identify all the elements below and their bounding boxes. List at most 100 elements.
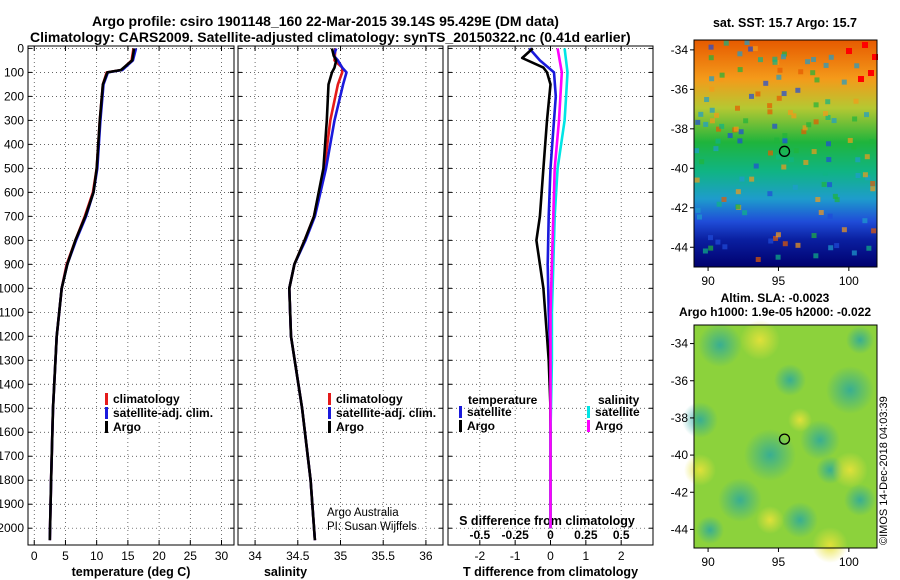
y-tick-label: 1200 <box>0 329 24 343</box>
map-frame <box>693 324 878 549</box>
series-line-t-argo <box>520 47 552 529</box>
sst-pixel <box>755 91 761 97</box>
map-y-tick-label: -38 <box>671 122 689 136</box>
top-tick-label: 0.5 <box>613 528 630 542</box>
sla-eddy <box>744 429 796 481</box>
sst-pixel <box>694 177 700 183</box>
y-tick-label: 400 <box>4 137 24 151</box>
map-y-tick-label: -36 <box>671 374 689 388</box>
sst-pixel <box>702 248 708 254</box>
y-tick-label: 500 <box>4 161 24 175</box>
sst-pixel <box>719 123 725 129</box>
sst-pixel <box>714 112 720 118</box>
legend-swatch <box>328 421 331 433</box>
sst-pixel <box>814 77 820 83</box>
sst-pixel <box>708 245 714 251</box>
legend-swatch <box>328 407 331 419</box>
legend-swatch <box>459 406 462 418</box>
y-tick-label: 300 <box>4 113 24 127</box>
sst-pixel <box>734 105 740 111</box>
sla-eddy <box>800 420 840 460</box>
y-tick-label: 2000 <box>0 521 24 535</box>
panel-frame <box>27 45 235 546</box>
credit-org: Argo Australia <box>327 507 399 519</box>
sst-pixel-hot <box>862 42 868 48</box>
top-tick-label: 0 <box>547 528 554 542</box>
sst-pixel <box>827 182 833 188</box>
map-y-tick-label: -42 <box>671 485 689 499</box>
legend-swatch <box>105 421 108 433</box>
sst-pixel <box>791 113 797 119</box>
sst-pixel <box>737 138 743 144</box>
sst-pixel <box>768 238 774 244</box>
y-tick-label: 1800 <box>0 473 24 487</box>
sst-pixel <box>871 228 877 234</box>
legend-swatch <box>105 393 108 405</box>
sst-pixel <box>788 157 794 163</box>
sst-pixel <box>787 109 793 115</box>
sst-pixel <box>772 56 778 62</box>
sst-pixel <box>822 170 828 176</box>
sla-eddy <box>682 402 718 438</box>
sst-pixel-hot <box>872 54 878 60</box>
sst-pixel <box>696 214 702 220</box>
sla-high <box>832 452 868 488</box>
sst-pixel <box>782 133 788 139</box>
sst-pixel <box>801 129 807 135</box>
panel-salinity: 34 34.5 35 35.5 36 salinity climatologysatelli… <box>237 45 444 579</box>
sst-pixel <box>748 46 754 52</box>
sst-pixel <box>757 57 763 63</box>
sst-pixel <box>716 126 722 132</box>
y-tick-label: 200 <box>4 89 24 103</box>
x-tick-label: 1 <box>583 549 590 563</box>
legend-label: climatology <box>336 392 403 406</box>
title-line-2: Climatology: CARS2009. Satellite-adjuste… <box>30 29 631 45</box>
sst-pixel <box>841 227 847 233</box>
sst-pixel <box>737 51 743 57</box>
sla-map-subtitle: Argo h1000: 1.9e-05 h2000: -0.022 <box>679 305 871 319</box>
top-tick-label: 0.25 <box>574 528 598 542</box>
y-tick-label: 1300 <box>0 353 24 367</box>
sst-pixel <box>862 218 868 224</box>
sst-pixel <box>695 207 701 213</box>
sst-pixel <box>713 146 719 152</box>
legend-label: climatology <box>113 392 180 406</box>
legend-label: Argo <box>595 419 623 433</box>
sst-pixel <box>793 148 799 154</box>
series-line-satellite-adj-clim- <box>48 48 138 541</box>
sst-pixel <box>855 173 861 179</box>
x-tick-label: 5 <box>62 549 69 563</box>
sst-pixel <box>854 63 860 69</box>
sst-pixel <box>737 67 743 73</box>
sst-pixel <box>719 72 725 78</box>
y-tick-label: 1400 <box>0 377 24 391</box>
sst-pixel <box>818 210 824 216</box>
sst-pixel <box>767 150 773 156</box>
sst-pixel <box>782 241 788 247</box>
y-tick-label: 700 <box>4 209 24 223</box>
sst-pixel <box>716 201 722 207</box>
sst-pixel-hot <box>868 70 874 76</box>
y-tick-label: 0 <box>17 41 24 55</box>
y-tick-label: 1500 <box>0 401 24 415</box>
sla-eddy <box>698 323 742 367</box>
legend-label: satellite <box>467 405 512 419</box>
sst-pixel <box>774 137 780 143</box>
top-tick-label: -0.25 <box>501 528 529 542</box>
argo-position-marker <box>778 145 791 157</box>
legend-label: Argo <box>113 420 141 434</box>
y-tick-label: 1600 <box>0 425 24 439</box>
sla-high <box>812 527 848 563</box>
sst-pixel <box>851 250 857 256</box>
sst-pixel <box>828 245 834 251</box>
x-tick-label: -2 <box>474 549 485 563</box>
legend-label: satellite <box>595 405 640 419</box>
sst-pixel <box>823 62 829 68</box>
map-x-tick-label: 100 <box>839 555 859 569</box>
sst-pixel-hot <box>858 76 864 82</box>
legend-label: Argo <box>336 420 364 434</box>
sst-pixel <box>851 144 857 150</box>
sst-pixel <box>773 235 779 241</box>
sst-pixel <box>811 233 817 239</box>
sst-pixel-hot <box>846 48 852 54</box>
